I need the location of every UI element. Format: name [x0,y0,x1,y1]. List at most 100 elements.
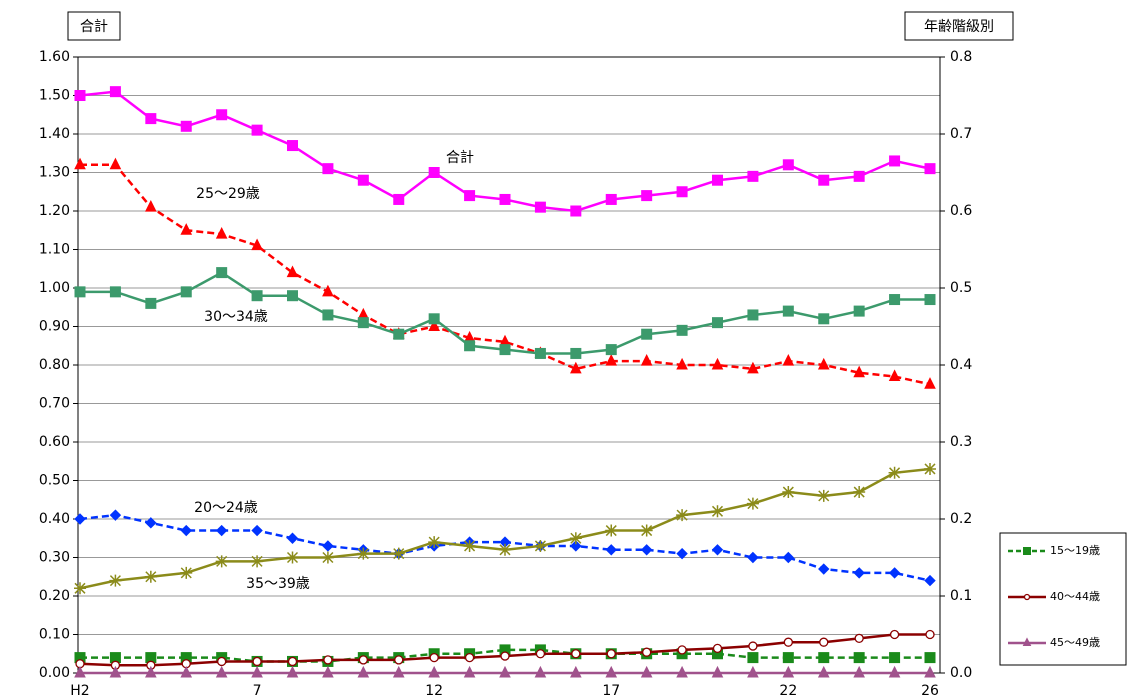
series [74,462,936,595]
marker [500,651,510,661]
marker [782,652,794,664]
marker [109,509,122,521]
y-tick-label: 1.10 [39,242,70,258]
marker [676,324,688,336]
marker [428,167,440,178]
marker [180,120,192,132]
marker [782,159,794,171]
marker [463,539,476,552]
marker [428,536,441,549]
marker [676,357,688,370]
marker [677,645,687,655]
legend-label: 40〜44歳 [1050,590,1100,603]
marker [853,665,865,678]
marker [747,170,759,182]
marker [252,656,262,667]
marker [748,641,758,651]
marker [853,170,865,182]
marker [747,361,759,374]
marker [534,539,547,552]
x-tick-label: 26 [921,683,939,699]
y-tick-label: 0.10 [39,627,70,643]
y-tick-label: 1.00 [39,280,70,296]
marker [782,354,795,366]
y-tick-label: 0.40 [39,511,70,527]
marker [924,462,936,475]
marker [428,319,440,331]
marker [109,286,121,298]
marker [712,643,723,654]
x-tick-label: 17 [602,683,620,699]
marker [676,547,688,560]
marker [180,524,192,537]
marker [605,524,618,537]
marker [357,317,369,329]
marker [818,174,830,186]
marker [109,157,122,170]
marker [251,238,263,251]
y-tick-label: 0.60 [39,434,70,450]
marker [358,655,368,665]
marker [924,294,936,306]
marker [251,290,263,302]
marker [251,555,264,568]
marker [74,286,86,298]
marker [747,652,759,664]
marker [534,347,546,359]
marker [180,223,193,235]
marker [393,193,405,205]
marker [287,656,298,667]
series-label: 合計 [446,150,474,166]
marker [640,354,653,366]
marker [286,532,299,544]
marker [215,555,228,568]
marker [676,665,688,678]
y2-tick-label: 0.2 [950,511,972,527]
marker [321,551,334,564]
marker [74,665,86,678]
series [74,157,936,389]
series-label: 20〜24歳 [194,500,258,516]
marker [322,540,334,552]
marker [925,629,935,640]
marker [109,86,121,98]
y2-tick-label: 0.3 [950,434,972,450]
marker [782,305,794,317]
y-tick-label: 1.60 [39,49,70,65]
y2-tick-label: 0.1 [950,588,972,604]
marker [145,517,157,529]
marker [605,354,618,366]
marker [854,633,864,643]
marker [534,201,546,213]
y-tick-label: 0.80 [39,357,70,373]
marker [109,665,122,678]
marker [818,313,830,325]
marker [215,524,228,537]
marker [286,665,299,678]
marker [323,655,333,665]
marker [853,365,865,378]
series [74,86,936,217]
marker [817,665,830,678]
marker [853,567,865,579]
marker [642,647,652,657]
y2-axis-title: 年齢階級別 [924,19,994,35]
y-tick-label: 0.20 [39,588,70,604]
marker [606,649,616,659]
marker [74,582,86,595]
marker [924,665,936,678]
marker [394,655,404,665]
marker [145,200,157,212]
marker [180,286,192,298]
series-label: 25〜29歳 [196,186,260,202]
y2-title-box [904,11,1014,41]
marker [640,544,653,556]
y-tick-label: 0.30 [39,550,70,566]
marker [428,313,440,325]
marker [216,267,228,279]
marker [605,544,617,556]
marker [215,226,228,239]
marker [535,649,546,659]
y-tick-label: 0.00 [39,665,70,681]
